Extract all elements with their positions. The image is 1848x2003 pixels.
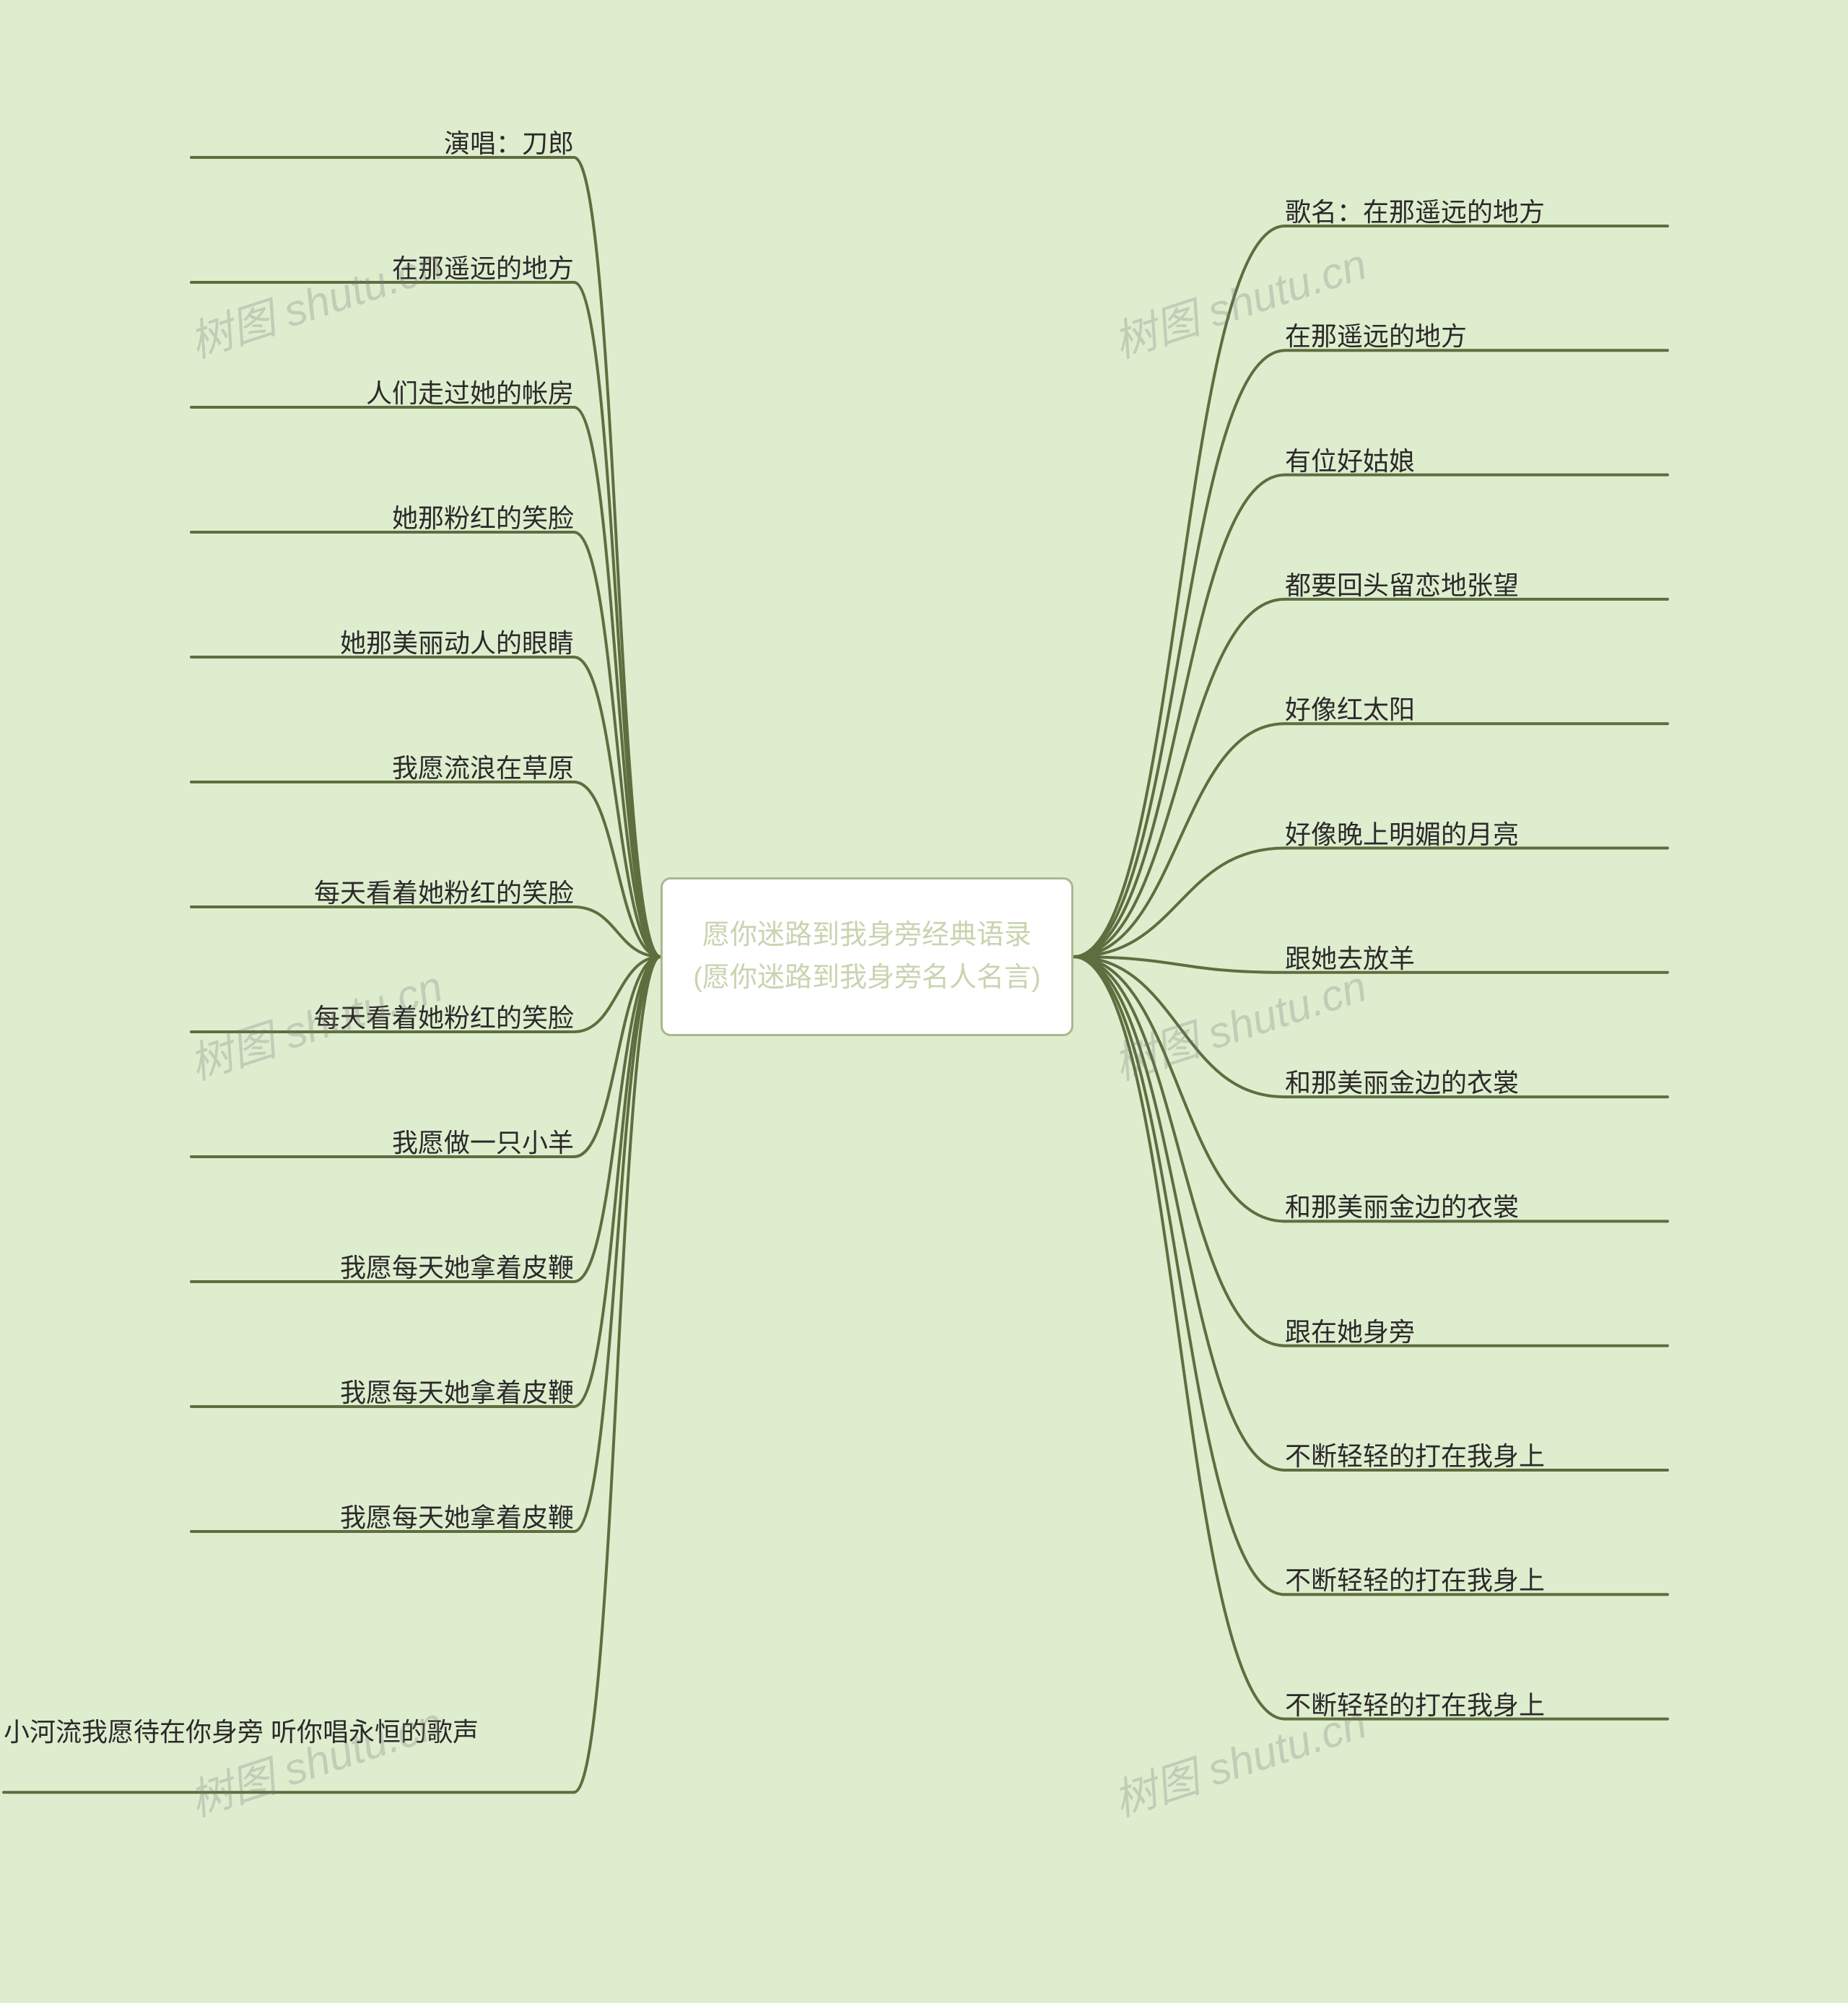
right-branch-node[interactable]: 有位好姑娘 — [1285, 440, 1415, 484]
left-branch-node[interactable]: 我愿每天她拿着皮鞭 — [191, 1247, 574, 1290]
branch-label: 都要回头留恋地张望 — [1285, 570, 1519, 600]
left-branch-node[interactable]: 她那粉红的笑脸 — [191, 498, 574, 541]
branch-label: 演唱：刀郎 — [444, 129, 574, 158]
right-branch-node[interactable]: 都要回头留恋地张望 — [1285, 565, 1519, 608]
left-branch-node[interactable]: 每天看着她粉红的笑脸 — [191, 997, 574, 1040]
branch-label: 我愿每天她拿着皮鞭 — [340, 1253, 574, 1282]
left-branch-node[interactable]: 我愿每天她拿着皮鞭 — [191, 1372, 574, 1415]
right-branch-node[interactable]: 好像晚上明媚的月亮 — [1285, 814, 1519, 857]
right-branch-node[interactable]: 在那遥远的地方 — [1285, 316, 1467, 359]
right-branch-node[interactable]: 不断轻轻的打在我身上 — [1285, 1560, 1545, 1603]
branch-label: 有位好姑娘 — [1285, 446, 1415, 476]
branch-label: 人们走过她的帐房 — [366, 378, 574, 408]
branch-label: 我愿每天她拿着皮鞭 — [340, 1503, 574, 1532]
right-branch-node[interactable]: 跟在她身旁 — [1285, 1311, 1415, 1355]
right-branch-node[interactable]: 和那美丽金边的衣裳 — [1285, 1186, 1519, 1230]
left-branch-node[interactable]: 我愿做一只小羊 — [191, 1122, 574, 1165]
branch-label: 我愿每天她拿着皮鞭 — [340, 1378, 574, 1407]
branch-label: 跟她去放羊 — [1285, 944, 1415, 973]
branch-label: 她那美丽动人的眼睛 — [340, 628, 574, 658]
left-branch-node[interactable]: 我愿流浪在草原 — [191, 747, 574, 791]
branch-label: 和那美丽金边的衣裳 — [1285, 1192, 1519, 1222]
right-branch-node[interactable]: 不断轻轻的打在我身上 — [1285, 1435, 1545, 1479]
branch-label: 每天看着她粉红的笑脸 — [314, 1003, 574, 1033]
center-topic[interactable]: 愿你迷路到我身旁经典语录(愿你迷路到我身旁名人名言) — [661, 877, 1073, 1036]
mindmap-canvas: 愿你迷路到我身旁经典语录(愿你迷路到我身旁名人名言) 歌名：在那遥远的地方在那遥… — [0, 0, 1848, 2003]
branch-label: 她那粉红的笑脸 — [392, 503, 574, 533]
branch-label: 不断轻轻的打在我身上 — [1285, 1565, 1545, 1595]
right-branch-node[interactable]: 跟她去放羊 — [1285, 938, 1415, 981]
branch-label: 不断轻轻的打在我身上 — [1285, 1690, 1545, 1720]
left-branch-node[interactable]: 我愿每天她拿着皮鞭 — [191, 1497, 574, 1540]
branch-label: 小河流我愿待在你身旁 听你唱永恒的歌声 — [4, 1717, 479, 1747]
branch-label: 每天看着她粉红的笑脸 — [314, 878, 574, 908]
left-branch-node[interactable]: 她那美丽动人的眼睛 — [191, 622, 574, 666]
left-branch-node[interactable]: 演唱：刀郎 — [191, 123, 574, 166]
left-branch-node[interactable]: 人们走过她的帐房 — [191, 373, 574, 416]
branch-label: 不断轻轻的打在我身上 — [1285, 1441, 1545, 1471]
branch-label: 在那遥远的地方 — [1285, 321, 1467, 351]
branch-label: 好像晚上明媚的月亮 — [1285, 820, 1519, 849]
branch-label: 和那美丽金边的衣裳 — [1285, 1068, 1519, 1098]
branch-label: 我愿流浪在草原 — [392, 753, 574, 783]
branch-label: 在那遥远的地方 — [392, 253, 574, 283]
branch-label: 跟在她身旁 — [1285, 1317, 1415, 1347]
left-branch-node[interactable]: 每天看着她粉红的笑脸 — [191, 872, 574, 916]
right-branch-node[interactable]: 和那美丽金边的衣裳 — [1285, 1062, 1519, 1105]
left-branch-node[interactable]: 小河流我愿待在你身旁 听你唱永恒的歌声 — [4, 1715, 567, 1756]
right-branch-node[interactable]: 不断轻轻的打在我身上 — [1285, 1685, 1545, 1728]
branch-label: 好像红太阳 — [1285, 695, 1415, 724]
right-branch-node[interactable]: 好像红太阳 — [1285, 689, 1415, 732]
right-branch-node[interactable]: 歌名：在那遥远的地方 — [1285, 191, 1545, 235]
center-topic-label: 愿你迷路到我身旁经典语录(愿你迷路到我身旁名人名言) — [684, 914, 1050, 999]
left-branch-node[interactable]: 在那遥远的地方 — [191, 248, 574, 291]
branch-label: 我愿做一只小羊 — [392, 1128, 574, 1157]
branch-label: 歌名：在那遥远的地方 — [1285, 197, 1545, 227]
